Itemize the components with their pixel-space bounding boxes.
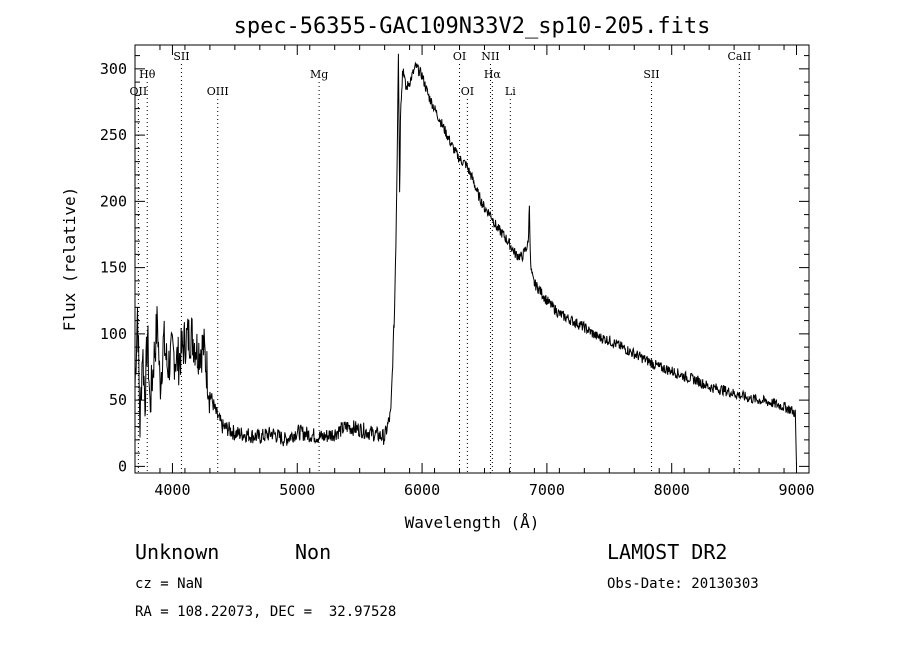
- survey-name: LAMOST DR2: [607, 540, 728, 564]
- x-tick-label: 7000: [529, 481, 565, 499]
- emission-line-label: OII: [130, 85, 148, 98]
- y-tick-label: 50: [109, 391, 127, 409]
- object-subclass: Non: [295, 540, 332, 564]
- axis-ticks: 4000 5000 6000 7000 8000 9000 0 50 100 150 200 250 3…: [100, 45, 815, 499]
- y-tick-label: 0: [118, 457, 127, 475]
- plot-frame: [134, 44, 810, 474]
- x-tick-label: 6000: [404, 481, 440, 499]
- y-tick-label: 100: [100, 325, 127, 343]
- x-tick-label: 9000: [778, 481, 814, 499]
- emission-line-label: Hα: [484, 68, 502, 81]
- y-tick-label: 300: [100, 60, 127, 78]
- emission-line-label: Hθ: [139, 68, 156, 81]
- emission-line-label: Mg: [310, 68, 328, 81]
- x-tick-label: 4000: [154, 481, 190, 499]
- coordinates-readout: RA = 108.22073, DEC = 32.97528: [135, 604, 397, 620]
- emission-line-label: Li: [505, 85, 516, 98]
- emission-line-label: OI: [461, 85, 474, 98]
- x-tick-label: 5000: [279, 481, 315, 499]
- x-tick-label: 8000: [654, 481, 690, 499]
- emission-line-label: CaII: [728, 50, 752, 63]
- chart-title: spec-56355-GAC109N33V2_sp10-205.fits: [234, 14, 711, 39]
- spectrum-line: [134, 53, 797, 467]
- y-axis-label: Flux (relative): [60, 187, 79, 332]
- emission-line-label: OIII: [207, 85, 229, 98]
- y-tick-label: 200: [100, 192, 127, 210]
- y-tick-label: 250: [100, 126, 127, 144]
- x-axis-label: Wavelength (Å): [405, 513, 540, 532]
- emission-line-label: NII: [481, 50, 499, 63]
- emission-line-label: SII: [643, 68, 659, 81]
- object-class: Unknown: [135, 540, 220, 564]
- observation-date: Obs-Date: 20130303: [607, 576, 759, 592]
- y-tick-label: 150: [100, 259, 127, 277]
- redshift-readout: cz = NaN: [135, 576, 203, 592]
- emission-line-label: SII: [173, 50, 189, 63]
- emission-line-label: OI: [453, 50, 466, 63]
